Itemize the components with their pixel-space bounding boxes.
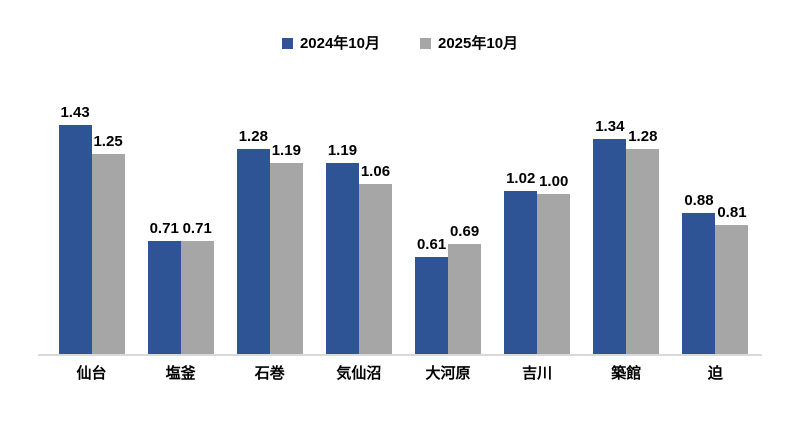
- legend-label: 2025年10月: [438, 35, 519, 52]
- bar-series-2: 0.81: [715, 205, 749, 355]
- value-label: 0.71: [149, 220, 179, 237]
- bar-series-1: 1.28: [236, 129, 270, 355]
- category-label: 大河原: [425, 365, 471, 382]
- bar-group: 1.19 1.06 気仙沼: [314, 65, 403, 381]
- bar-series-1: 1.02: [504, 171, 538, 355]
- category-label: 吉川: [522, 365, 553, 382]
- legend-item: 2024年10月: [281, 35, 380, 52]
- bar-group: 0.61 0.69 大河原: [404, 65, 493, 381]
- bar-series-2: 1.25: [91, 134, 125, 355]
- value-label: 1.28: [238, 128, 268, 145]
- bar-group: 1.28 1.19 石巻: [225, 65, 314, 381]
- bar-group: 0.88 0.81 迫: [671, 65, 760, 381]
- category-label: 塩釜: [165, 365, 196, 382]
- bar-series-2: 0.69: [448, 224, 482, 355]
- category-label: 仙台: [76, 365, 107, 382]
- value-label: 0.69: [449, 223, 480, 240]
- bar-group: 1.02 1.00 吉川: [493, 65, 582, 381]
- category-label: 石巻: [254, 365, 285, 382]
- chart-legend: 2024年10月 2025年10月: [0, 36, 800, 51]
- bar-series-2: 1.28: [626, 129, 660, 355]
- category-label: 築館: [611, 365, 642, 382]
- category-label: 気仙沼: [336, 365, 382, 382]
- legend-item: 2025年10月: [420, 36, 518, 51]
- bar-series-1: 1.19: [325, 143, 359, 355]
- value-label: 1.25: [93, 133, 123, 150]
- bar-series-2: 1.06: [358, 164, 392, 355]
- value-label: 1.28: [628, 128, 658, 145]
- bar-series-2: 0.71: [180, 221, 214, 355]
- value-label: 1.19: [271, 142, 301, 159]
- bar-series-2: 1.19: [269, 143, 303, 355]
- value-label: 1.06: [360, 163, 391, 180]
- bar-series-1: 1.34: [593, 119, 627, 355]
- legend-label: 2024年10月: [299, 35, 380, 52]
- value-label: 1.02: [506, 170, 536, 187]
- bar-group: 1.34 1.28 築館: [582, 65, 671, 381]
- category-label: 迫: [707, 365, 723, 382]
- bar-series-1: 0.71: [147, 221, 181, 355]
- legend-color-swatch: [281, 38, 293, 49]
- legend-color-swatch: [420, 38, 431, 49]
- value-label: 0.71: [182, 220, 212, 237]
- bar-series-2: 1.00: [537, 174, 571, 355]
- value-label: 0.61: [416, 236, 447, 253]
- value-label: 0.81: [717, 204, 747, 221]
- value-label: 1.34: [595, 118, 625, 135]
- bar-series-1: 1.43: [58, 105, 92, 355]
- bar-series-1: 0.88: [682, 193, 716, 355]
- bar-group: 1.43 1.25 仙台: [47, 65, 136, 381]
- value-label: 1.00: [539, 173, 569, 190]
- bar-group: 0.71 0.71 塩釜: [136, 65, 225, 381]
- value-label: 1.43: [60, 104, 90, 121]
- value-label: 0.88: [684, 192, 714, 209]
- x-axis-line: [38, 354, 762, 356]
- value-label: 1.19: [327, 142, 358, 159]
- bar-series-1: 0.61: [415, 237, 449, 355]
- plot-area: 1.43 1.25 仙台 0.71 0.71 塩釜 1.28 1.19 石巻 1.19 1.06 気仙…: [47, 65, 760, 381]
